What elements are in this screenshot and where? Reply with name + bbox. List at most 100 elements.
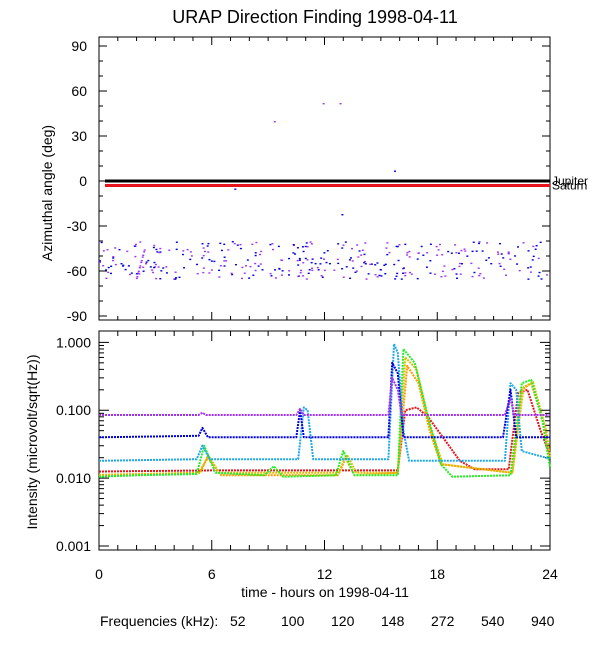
x-tick-label: 0: [95, 566, 103, 582]
frequency-legend-item-148: 148: [381, 613, 405, 629]
azimuth-point: [182, 250, 185, 252]
azimuth-point: [507, 251, 510, 253]
azimuth-point: [246, 259, 249, 261]
azimuth-point: [137, 272, 140, 274]
azimuth-point: [304, 245, 307, 248]
azimuth-point: [99, 260, 102, 262]
frequency-legend-item-540: 540: [481, 613, 505, 629]
azimuth-scatter: [99, 103, 549, 280]
azimuth-point: [175, 248, 178, 251]
azimuth-point: [142, 270, 145, 272]
azimuth-point: [142, 254, 145, 257]
y-tick-label: 0.010: [56, 470, 91, 486]
azimuth-point: [532, 255, 535, 258]
azimuth-point: [404, 272, 407, 274]
azimuth-point: [410, 273, 413, 275]
azimuth-point: [502, 257, 505, 259]
azimuth-point: [438, 243, 441, 246]
azimuth-point: [302, 262, 305, 264]
azimuth-point: [305, 278, 308, 280]
azimuth-point: [174, 271, 177, 273]
frequency-legend-item-120: 120: [331, 613, 355, 629]
azimuth-point: [168, 249, 171, 251]
azimuth-point: [210, 260, 213, 262]
azimuth-point: [105, 269, 108, 271]
azimuth-point: [435, 245, 438, 248]
x-tick-label: 24: [542, 566, 558, 582]
azimuth-point: [357, 256, 360, 258]
azimuth-point: [351, 247, 354, 250]
azimuth-point: [154, 263, 157, 266]
azimuth-point: [341, 247, 344, 249]
azimuth-point: [208, 258, 211, 261]
azimuth-point: [436, 254, 439, 256]
azimuth-point: [121, 265, 124, 267]
azimuth-point: [233, 242, 236, 245]
azimuth-point: [157, 266, 160, 268]
azimuth-outlier-point: [394, 170, 397, 172]
azimuth-point: [309, 241, 312, 243]
azimuth-point: [394, 278, 397, 280]
azimuth-point: [380, 275, 383, 277]
series-148khz-line: [98, 348, 551, 478]
azimuth-point: [110, 272, 113, 275]
azimuth-point: [463, 248, 466, 250]
azimuth-point: [152, 246, 155, 249]
azimuth-point: [351, 260, 354, 262]
azimuth-point: [535, 244, 538, 247]
azimuth-point: [333, 269, 336, 271]
x-tick-label: 18: [429, 566, 445, 582]
azimuth-point: [319, 263, 322, 265]
azimuth-point: [458, 265, 461, 268]
azimuth-point: [213, 260, 216, 263]
azimuth-point: [127, 265, 130, 267]
azimuth-point: [223, 256, 226, 258]
azimuth-point: [219, 242, 222, 245]
azimuth-point: [140, 259, 143, 262]
azimuth-point: [374, 264, 377, 266]
azimuth-point: [241, 266, 244, 269]
azimuth-point: [336, 258, 339, 261]
azimuth-point: [408, 250, 411, 253]
azimuth-point: [165, 266, 168, 268]
azimuth-point: [316, 266, 319, 269]
azimuth-outlier-point: [341, 214, 344, 216]
azimuth-point: [420, 245, 423, 248]
azimuth-point: [406, 254, 409, 256]
azimuth-point: [397, 259, 400, 262]
intensity-series: [98, 342, 551, 478]
azimuth-point: [308, 269, 311, 271]
azimuth-point: [455, 273, 458, 275]
azimuth-point: [305, 242, 308, 244]
azimuth-point: [174, 278, 177, 280]
azimuth-point: [378, 274, 381, 277]
azimuth-point: [126, 250, 129, 253]
frequency-legend-item-272: 272: [431, 613, 455, 629]
azimuth-point: [404, 274, 407, 277]
azimuth-point: [455, 251, 458, 254]
azimuth-point: [342, 244, 345, 246]
reference-label-saturn: Saturn: [552, 179, 587, 193]
azimuth-point: [156, 251, 159, 253]
azimuth-point: [383, 264, 386, 267]
azimuth-point: [509, 258, 512, 260]
azimuth-point: [349, 257, 352, 259]
azimuth-point: [341, 268, 344, 270]
azimuth-point: [130, 272, 133, 274]
azimuth-point: [207, 242, 210, 245]
azimuth-point: [534, 248, 537, 250]
azimuth-outlier-point: [339, 103, 342, 105]
reference-label-jupiter: Jupiter: [552, 174, 588, 188]
azimuth-point: [255, 241, 258, 244]
azimuth-point: [107, 271, 110, 274]
azimuth-point: [354, 271, 357, 274]
azimuth-point: [210, 269, 213, 271]
azimuth-point: [416, 258, 419, 260]
azimuth-point: [322, 258, 325, 260]
azimuth-point: [352, 267, 355, 269]
azimuth-point: [453, 268, 456, 270]
azimuth-point: [504, 274, 507, 276]
azimuth-point: [440, 275, 443, 278]
azimuth-point: [367, 273, 370, 275]
